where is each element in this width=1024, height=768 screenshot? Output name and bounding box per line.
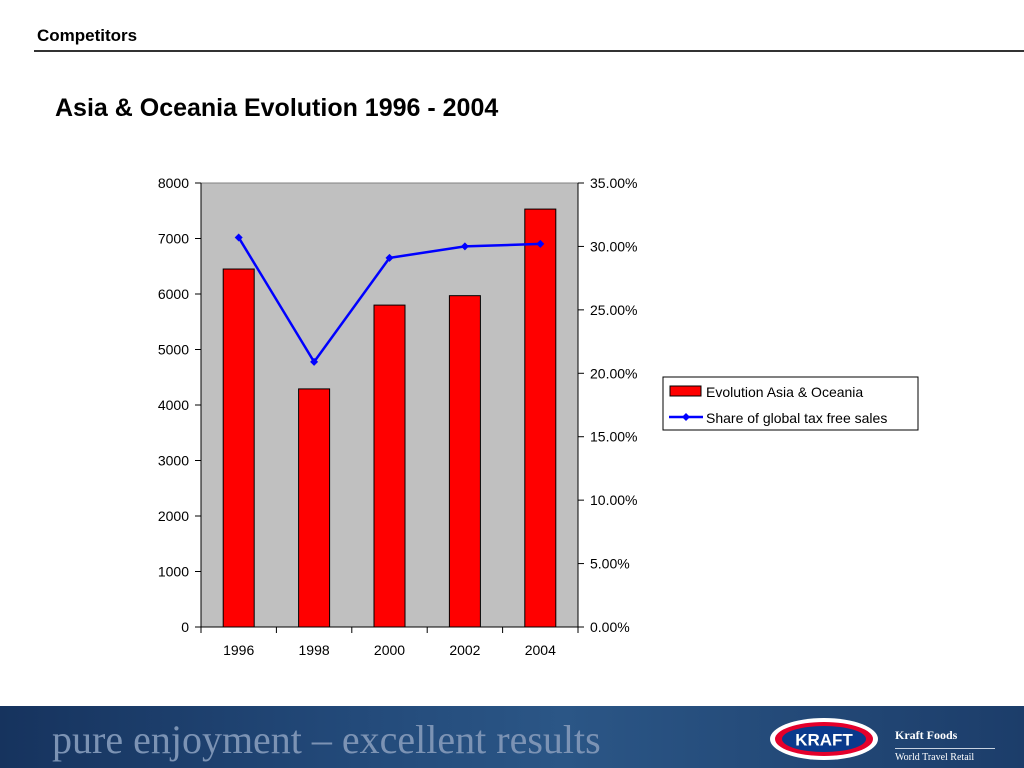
section-header: Competitors xyxy=(37,26,138,45)
kraft-logo-text: KRAFT xyxy=(795,731,853,750)
brand-name: Kraft Foods xyxy=(895,728,958,742)
brand-subtitle: World Travel Retail xyxy=(895,752,975,763)
share-point-2000 xyxy=(385,253,394,262)
y-left-tick-label: 5000 xyxy=(158,342,189,358)
y-right-tick-label: 0.00% xyxy=(590,619,630,635)
y-right-tick-label: 15.00% xyxy=(590,429,637,445)
x-tick-label: 2000 xyxy=(374,642,405,658)
footer-tagline: pure enjoyment – excellent results xyxy=(52,717,601,762)
combo-chart: 0 1000 2000 3000 4000 5000 6000 7000 8000 0.00% 5.… xyxy=(158,175,919,658)
y-left-tick-label: 1000 xyxy=(158,564,189,580)
legend xyxy=(662,376,919,431)
x-tick-label: 2004 xyxy=(525,642,556,658)
x-tick-label: 1996 xyxy=(223,642,254,658)
y-left-tick-label: 2000 xyxy=(158,508,189,524)
legend-label-line: Share of global tax free sales xyxy=(706,410,887,426)
legend-label-bars: Evolution Asia & Oceania xyxy=(706,384,863,400)
y-left-tick-label: 0 xyxy=(181,619,189,635)
share-point-2004 xyxy=(536,239,545,248)
bar-1998 xyxy=(298,388,331,628)
y-right-tick-label: 5.00% xyxy=(590,556,630,572)
y-right-tick-label: 25.00% xyxy=(590,302,637,318)
legend-line-marker xyxy=(682,413,690,421)
x-tick-label: 1998 xyxy=(299,642,330,658)
legend-bar-swatch xyxy=(669,385,702,397)
y-left-tick-label: 3000 xyxy=(158,453,189,469)
slide-title: Asia & Oceania Evolution 1996 - 2004 xyxy=(55,94,499,122)
header-divider xyxy=(34,50,1024,52)
bar-2002 xyxy=(448,295,481,628)
share-point-1996 xyxy=(234,233,243,242)
footer-banner: pure enjoyment – excellent results KRAFT… xyxy=(0,706,1024,768)
share-point-2002 xyxy=(460,242,469,251)
y-right-tick-label: 30.00% xyxy=(590,238,637,254)
bar-2004 xyxy=(524,208,557,628)
bar-1996 xyxy=(222,268,255,628)
y-right-tick-label: 35.00% xyxy=(590,175,637,191)
y-right-tick-label: 20.00% xyxy=(590,365,637,381)
y-left-tick-label: 4000 xyxy=(158,397,189,413)
y-left-tick-label: 7000 xyxy=(158,231,189,247)
x-tick-label: 2002 xyxy=(449,642,480,658)
kraft-logo: KRAFT xyxy=(770,718,878,760)
bar-2000 xyxy=(373,304,406,628)
share-point-1998 xyxy=(310,357,319,366)
brand-divider xyxy=(895,748,995,749)
y-left-tick-label: 6000 xyxy=(158,286,189,302)
y-left-tick-label: 8000 xyxy=(158,175,189,191)
y-right-tick-label: 10.00% xyxy=(590,492,637,508)
